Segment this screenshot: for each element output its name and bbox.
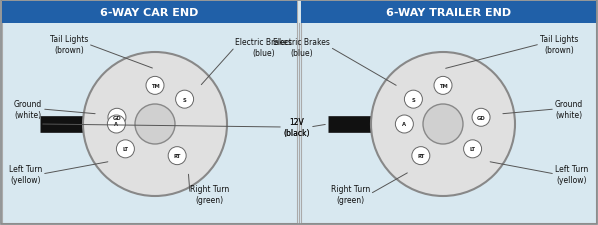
Text: 6-WAY TRAILER END: 6-WAY TRAILER END xyxy=(386,8,511,18)
Text: Right Turn
(green): Right Turn (green) xyxy=(331,184,370,204)
Text: Left Turn
(yellow): Left Turn (yellow) xyxy=(555,164,588,184)
Text: Right Turn
(green): Right Turn (green) xyxy=(190,184,229,204)
Text: GD: GD xyxy=(477,115,486,120)
Text: GD: GD xyxy=(112,115,121,120)
Text: LT: LT xyxy=(123,147,129,152)
Circle shape xyxy=(108,115,126,133)
Circle shape xyxy=(108,109,126,127)
Circle shape xyxy=(404,91,422,109)
Bar xyxy=(301,2,596,223)
Text: A: A xyxy=(402,122,407,127)
Circle shape xyxy=(83,53,227,196)
Circle shape xyxy=(168,147,186,165)
Text: Ground
(white): Ground (white) xyxy=(555,100,583,119)
Text: Tail Lights
(brown): Tail Lights (brown) xyxy=(50,35,88,54)
Text: Ground
(white): Ground (white) xyxy=(14,100,42,119)
Text: TM: TM xyxy=(151,83,160,88)
Text: RT: RT xyxy=(173,153,181,158)
Circle shape xyxy=(395,115,413,133)
Text: S: S xyxy=(183,97,187,102)
Bar xyxy=(301,2,596,24)
Text: Tail Lights
(brown): Tail Lights (brown) xyxy=(540,35,578,54)
Text: 6-WAY CAR END: 6-WAY CAR END xyxy=(100,8,199,18)
Text: RT: RT xyxy=(417,153,425,158)
Circle shape xyxy=(176,91,194,109)
Bar xyxy=(2,2,297,223)
Text: S: S xyxy=(411,97,415,102)
Circle shape xyxy=(146,77,164,95)
Text: 12V
(black): 12V (black) xyxy=(283,118,310,137)
Text: 12V
(black): 12V (black) xyxy=(283,118,310,137)
Text: Left Turn
(yellow): Left Turn (yellow) xyxy=(9,164,42,184)
Text: Electric Brakes
(blue): Electric Brakes (blue) xyxy=(235,38,292,57)
Circle shape xyxy=(117,140,135,158)
Circle shape xyxy=(371,53,515,196)
Circle shape xyxy=(135,105,175,144)
Circle shape xyxy=(434,77,452,95)
Circle shape xyxy=(423,105,463,144)
Text: LT: LT xyxy=(469,147,475,152)
Text: A: A xyxy=(114,122,118,127)
Circle shape xyxy=(412,147,430,165)
Text: TM: TM xyxy=(438,83,447,88)
Bar xyxy=(2,2,297,24)
Text: Electric Brakes
(blue): Electric Brakes (blue) xyxy=(273,38,330,57)
Circle shape xyxy=(463,140,481,158)
Circle shape xyxy=(472,109,490,127)
